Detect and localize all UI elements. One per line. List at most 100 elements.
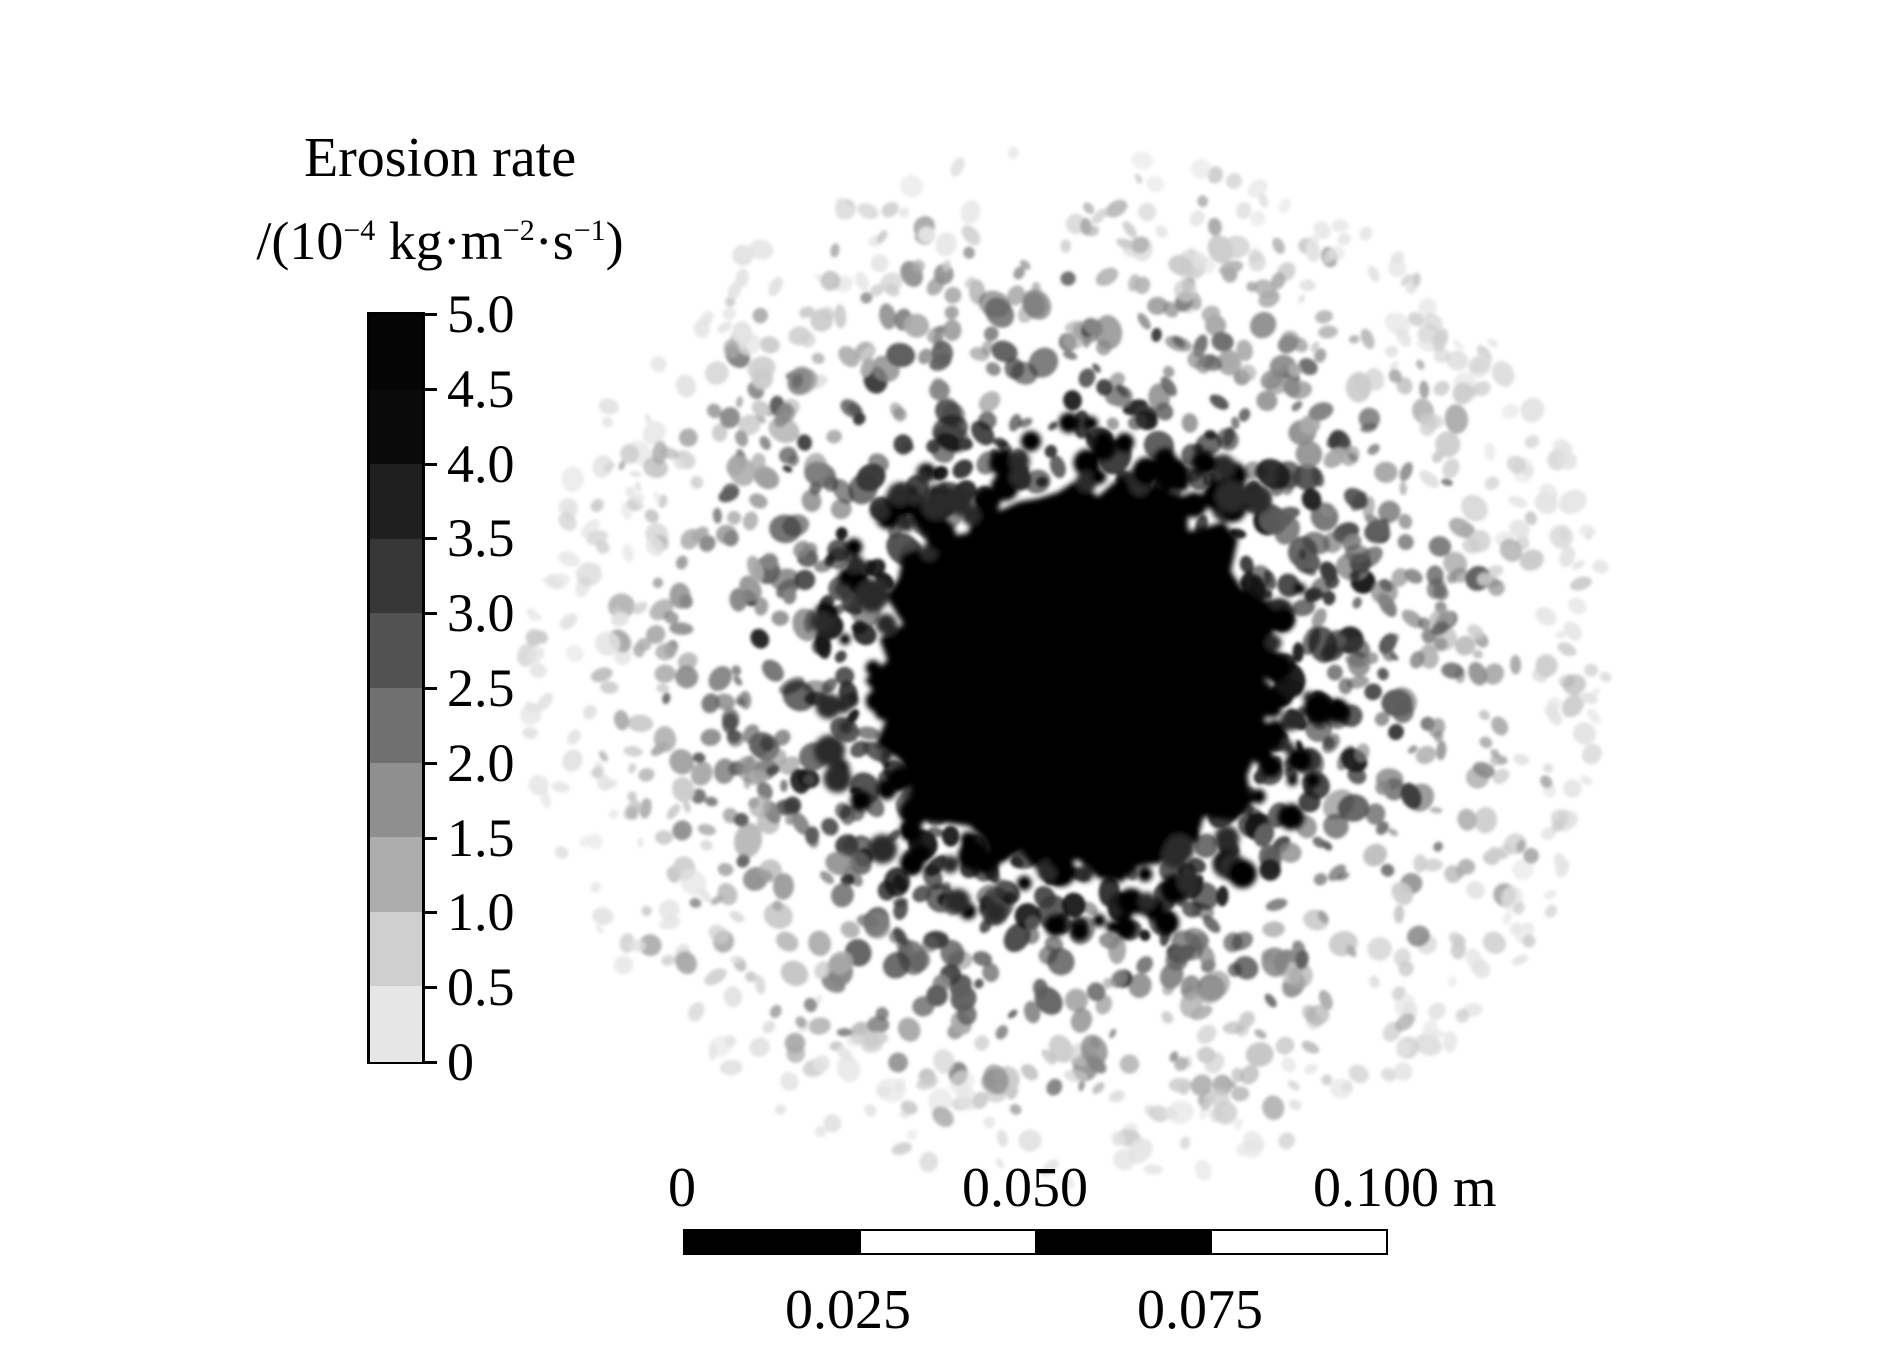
erosion-speckle <box>853 412 866 426</box>
colorbar-tick-label: 0.5 <box>447 957 515 1018</box>
erosion-fringe <box>921 491 951 520</box>
erosion-speckle <box>1375 780 1391 795</box>
erosion-speckle <box>1256 458 1291 490</box>
erosion-speckle <box>672 820 693 841</box>
erosion-speckle <box>1289 963 1313 989</box>
erosion-fringe <box>1093 437 1116 460</box>
erosion-speckle <box>1407 925 1430 947</box>
erosion-fringe <box>1281 740 1295 754</box>
erosion-speckle <box>1216 428 1239 451</box>
erosion-speckle <box>618 460 626 471</box>
erosion-speckle <box>592 454 613 479</box>
erosion-speckle <box>856 726 881 740</box>
erosion-speckle <box>1110 969 1129 989</box>
erosion-speckle <box>1127 1138 1153 1164</box>
erosion-speckle <box>614 648 632 666</box>
erosion-speckle <box>1422 858 1443 872</box>
erosion-speckle <box>1431 621 1449 636</box>
colorbar-band <box>370 688 422 764</box>
erosion-speckle <box>1018 1129 1042 1152</box>
erosion-speckle <box>1137 312 1151 330</box>
erosion-speckle <box>1049 455 1066 479</box>
erosion-speckle <box>942 259 951 272</box>
erosion-speckle <box>1301 1040 1320 1054</box>
erosion-speckle <box>1024 928 1040 945</box>
erosion-speckle <box>836 1055 861 1083</box>
erosion-fringe <box>1220 796 1241 817</box>
erosion-speckle <box>698 888 712 903</box>
erosion-speckle <box>1400 782 1422 810</box>
erosion-fringe <box>1277 803 1305 830</box>
erosion-speckle <box>1139 929 1151 942</box>
erosion-speckle <box>1568 597 1587 615</box>
erosion-speckle <box>683 800 691 813</box>
erosion-speckle <box>927 826 944 838</box>
erosion-speckle <box>659 916 681 930</box>
erosion-speckle <box>522 727 538 739</box>
erosion-speckle <box>1295 440 1323 468</box>
erosion-speckle <box>1007 1009 1018 1019</box>
erosion-speckle <box>673 457 684 471</box>
erosion-speckle <box>701 693 720 714</box>
erosion-speckle <box>1584 663 1599 677</box>
erosion-speckle <box>1091 208 1108 224</box>
erosion-speckle <box>625 486 636 498</box>
erosion-speckle <box>1317 910 1329 924</box>
erosion-speckle <box>1466 881 1485 900</box>
erosion-speckle <box>926 276 945 296</box>
erosion-fringe <box>1154 910 1180 935</box>
erosion-speckle <box>859 345 876 362</box>
erosion-speckle <box>1414 1033 1442 1056</box>
erosion-speckle <box>1098 876 1120 907</box>
erosion-speckle <box>1580 692 1598 704</box>
erosion-speckle <box>876 1078 906 1103</box>
erosion-speckle <box>528 613 542 621</box>
erosion-speckle <box>1261 947 1289 977</box>
erosion-speckle <box>524 701 538 714</box>
erosion-speckle <box>821 678 838 694</box>
erosion-speckle <box>662 692 671 705</box>
erosion-speckle <box>1359 226 1373 241</box>
erosion-speckle <box>956 1003 977 1026</box>
erosion-speckle <box>775 931 799 952</box>
erosion-speckle <box>1164 1107 1178 1120</box>
erosion-speckle <box>1146 175 1165 193</box>
erosion-fringe <box>1070 921 1090 941</box>
erosion-fringe <box>1214 825 1240 851</box>
erosion-speckle <box>1222 266 1238 283</box>
erosion-speckle <box>1314 348 1327 363</box>
erosion-speckle <box>645 413 652 425</box>
erosion-speckle <box>870 284 884 297</box>
erosion-speckle <box>1418 617 1431 630</box>
erosion-speckle <box>1549 524 1574 549</box>
erosion-speckle <box>590 667 613 683</box>
erosion-speckle <box>950 157 965 177</box>
erosion-speckle <box>1467 624 1484 640</box>
erosion-speckle <box>1105 199 1128 218</box>
erosion-speckle <box>1562 674 1586 695</box>
erosion-fringe <box>924 519 957 552</box>
erosion-speckle <box>942 319 962 341</box>
erosion-fringe <box>1264 720 1287 743</box>
erosion-fringe <box>1179 495 1190 506</box>
erosion-fringe <box>1303 694 1334 725</box>
erosion-speckle <box>1559 452 1578 470</box>
erosion-speckle <box>638 768 655 782</box>
erosion-fringe <box>1115 432 1135 452</box>
scale-bar-segment <box>685 1231 859 1253</box>
erosion-speckle <box>1512 858 1534 881</box>
erosion-fringe <box>899 850 925 875</box>
colorbar-tick-label: 2.5 <box>447 658 515 718</box>
erosion-speckle <box>783 796 802 815</box>
erosion-speckle <box>1243 1130 1265 1153</box>
erosion-speckle <box>1181 413 1198 433</box>
erosion-speckle <box>1137 202 1157 222</box>
erosion-speckle <box>1419 412 1444 429</box>
erosion-fringe <box>1177 871 1200 894</box>
erosion-speckle <box>932 414 968 445</box>
erosion-speckle <box>1315 310 1333 324</box>
erosion-speckle <box>916 1075 939 1090</box>
erosion-speckle <box>761 659 784 682</box>
erosion-speckle <box>762 1020 776 1034</box>
colorbar-tick <box>425 687 437 690</box>
